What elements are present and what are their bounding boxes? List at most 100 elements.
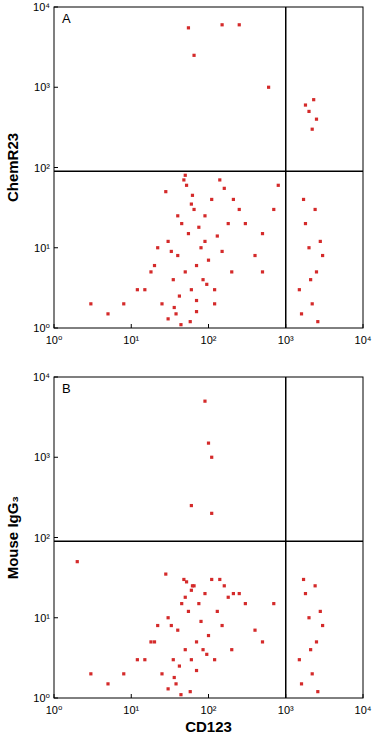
event-dot — [314, 208, 317, 211]
event-dot — [230, 648, 233, 651]
x-axis-title: CD123 — [185, 718, 232, 735]
x-tick — [363, 324, 364, 328]
event-dot — [167, 616, 170, 619]
event-dot — [223, 187, 226, 190]
gate-line — [285, 377, 287, 698]
event-dot — [253, 254, 256, 257]
event-dot — [311, 302, 314, 305]
event-dot — [227, 222, 230, 225]
event-dot — [190, 504, 193, 507]
event-dot — [164, 572, 167, 575]
event-dot — [210, 456, 213, 459]
event-dot — [187, 26, 190, 29]
event-dot — [207, 259, 210, 262]
event-dot — [184, 174, 187, 177]
event-dot — [302, 578, 305, 581]
event-dot — [195, 310, 198, 313]
panel: 10⁰10¹10²10³10⁴10⁰10¹10²10³10⁴AChemR23 — [4, 1, 372, 346]
event-dot — [172, 658, 175, 661]
event-dot — [316, 320, 319, 323]
event-dot — [195, 299, 198, 302]
y-tick-label: 10⁴ — [33, 371, 50, 383]
y-tick — [54, 87, 58, 88]
event-dot — [304, 103, 307, 106]
event-dot — [190, 658, 193, 661]
x-tick — [363, 694, 364, 698]
event-dot — [89, 302, 92, 305]
x-tick-label: 10⁰ — [46, 704, 63, 716]
event-dot — [304, 222, 307, 225]
event-dot — [89, 672, 92, 675]
event-dot — [167, 317, 170, 320]
y-tick — [54, 537, 58, 538]
event-dot — [315, 118, 318, 121]
event-dot — [304, 592, 307, 595]
event-dot — [197, 602, 200, 605]
event-dot — [167, 240, 170, 243]
event-dot — [315, 640, 318, 643]
event-dot — [173, 306, 176, 309]
gate-line — [285, 7, 287, 328]
event-dot — [203, 240, 206, 243]
event-dot — [298, 288, 301, 291]
gate-line — [54, 540, 363, 542]
event-dot — [187, 232, 190, 235]
event-dot — [272, 602, 275, 605]
event-dot — [153, 264, 156, 267]
y-tick — [54, 457, 58, 458]
x-tick — [54, 694, 55, 698]
event-dot — [160, 672, 163, 675]
event-dot — [221, 250, 224, 253]
event-dot — [216, 234, 219, 237]
y-tick-label: 10² — [34, 532, 50, 544]
event-dot — [149, 270, 152, 273]
event-dot — [213, 658, 216, 661]
event-dot — [136, 658, 139, 661]
event-dot — [76, 560, 79, 563]
y-tick — [54, 247, 58, 248]
y-tick — [54, 7, 58, 8]
event-dot — [192, 208, 195, 211]
event-dot — [300, 682, 303, 685]
x-tick — [131, 324, 132, 328]
event-dot — [307, 110, 310, 113]
y-tick — [54, 617, 58, 618]
event-dot — [195, 669, 198, 672]
event-dot — [176, 254, 179, 257]
event-dot — [203, 214, 206, 217]
event-dot — [207, 442, 210, 445]
event-dot — [309, 278, 312, 281]
event-dot — [307, 246, 310, 249]
event-dot — [201, 278, 204, 281]
event-dot — [153, 640, 156, 643]
event-dot — [207, 634, 210, 637]
event-dot — [156, 246, 159, 249]
event-dot — [195, 264, 198, 267]
points — [89, 23, 324, 326]
figure: 10⁰10¹10²10³10⁴10⁰10¹10²10³10⁴AChemR2310… — [0, 0, 375, 736]
event-dot — [216, 610, 219, 613]
event-dot — [311, 672, 314, 675]
event-dot — [173, 676, 176, 679]
points — [76, 400, 325, 697]
event-dot — [203, 592, 206, 595]
event-dot — [176, 629, 179, 632]
event-dot — [180, 602, 183, 605]
event-dot — [232, 592, 235, 595]
y-tick-label: 10¹ — [34, 242, 50, 254]
event-dot — [189, 690, 192, 693]
plot-frame — [54, 377, 363, 698]
event-dot — [156, 624, 159, 627]
event-dot — [316, 690, 319, 693]
event-dot — [191, 584, 194, 587]
event-dot — [267, 86, 270, 89]
x-tick — [208, 694, 209, 698]
event-dot — [197, 226, 200, 229]
event-dot — [174, 312, 177, 315]
event-dot — [136, 288, 139, 291]
event-dot — [319, 610, 322, 613]
y-tick — [54, 377, 58, 378]
event-dot — [199, 246, 202, 249]
gate-line — [54, 170, 363, 172]
event-dot — [227, 596, 230, 599]
